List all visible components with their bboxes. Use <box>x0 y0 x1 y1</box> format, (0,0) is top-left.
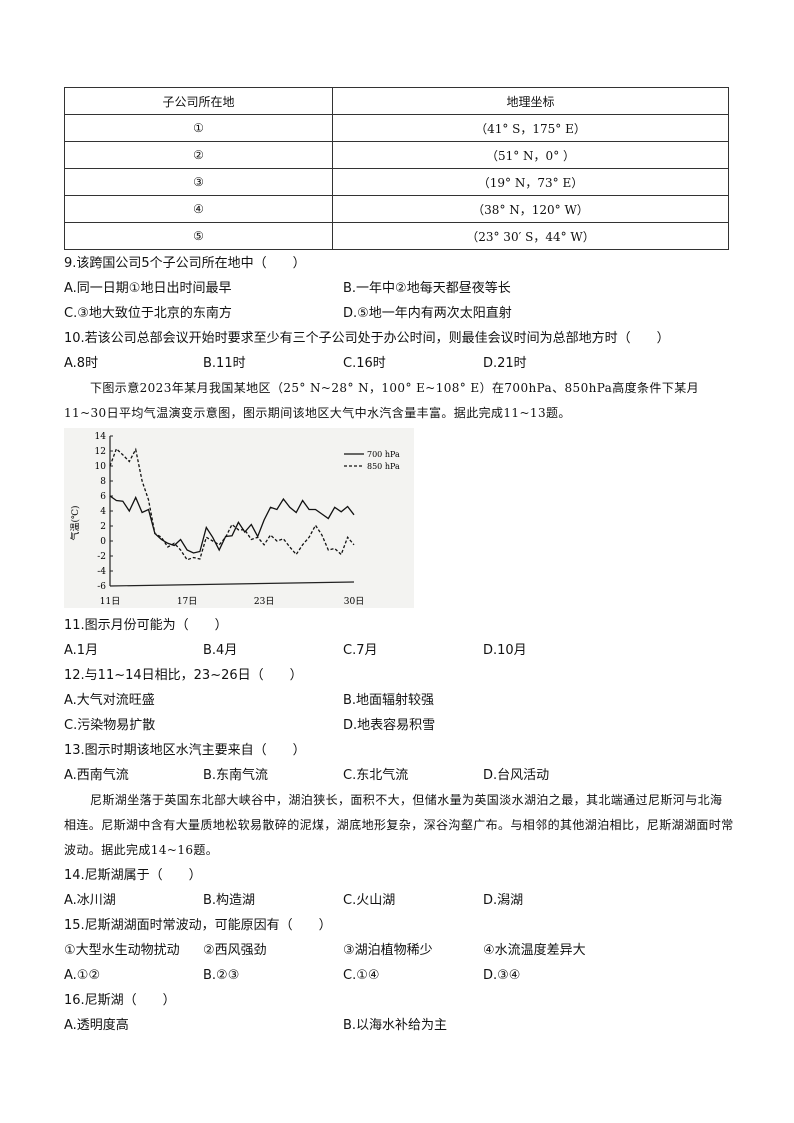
table-row: ① （41° S，175° E） <box>64 114 729 142</box>
table-row: ③ （19° N，73° E） <box>64 168 729 196</box>
q11-option-d: D.10月 <box>483 643 527 658</box>
passage-temperature: 下图示意2023年某月我国某地区（25° N~28° N，100° E~108°… <box>64 381 700 420</box>
cell-coordinates: （41° S，175° E） <box>332 114 729 142</box>
q16-option-b: B.以海水补给为主 <box>343 1018 448 1033</box>
cell-location: ⑤ <box>64 222 333 250</box>
series-line-700-hPa <box>109 495 355 554</box>
q11-option-b: B.4月 <box>203 643 238 658</box>
question-11-stem: 11.图示月份可能为（ ） <box>64 618 228 633</box>
question-13-stem: 13.图示时期该地区水汽主要来自（ ） <box>64 743 306 758</box>
y-tick-label: 10 <box>95 462 107 472</box>
x-tick-label: 17日 <box>177 596 197 607</box>
q12-option-c: C.污染物易扩散 <box>64 718 156 733</box>
q12-option-a: A.大气对流旺盛 <box>64 693 155 708</box>
question-9-stem: 9.该跨国公司5个子公司所在地中（ ） <box>64 256 306 271</box>
x-axis <box>109 581 355 587</box>
temperature-chart: 14 12 10 8 6 4 2 0 -2 -4 -6 11日 17日 23日 30日 气温(℃) 700 hP… <box>64 428 414 608</box>
series-line-850-hPa <box>109 447 355 561</box>
legend-label: 700 hPa <box>367 450 400 459</box>
y-tick-label: -4 <box>97 567 106 577</box>
cell-coordinates: （38° N，120° W） <box>332 195 729 223</box>
q15-item-1: ①大型水生动物扰动 <box>64 943 180 958</box>
y-tick-label: 0 <box>100 537 106 547</box>
q15-item-2: ②西风强劲 <box>203 943 267 958</box>
y-tick-label: -6 <box>97 582 106 592</box>
question-14-stem: 14.尼斯湖属于（ ） <box>64 868 202 883</box>
question-15-stem: 15.尼斯湖湖面时常波动，可能原因有（ ） <box>64 918 332 933</box>
question-16-stem: 16.尼斯湖（ ） <box>64 993 176 1008</box>
q15-option-a: A.①② <box>64 968 101 983</box>
q14-option-c: C.火山湖 <box>343 893 396 908</box>
cell-location: ③ <box>64 168 333 196</box>
coordinates-table: 子公司所在地 地理坐标 ① （41° S，175° E） ② （51° N，0° ）… <box>64 87 729 250</box>
q15-option-b: B.②③ <box>203 968 240 983</box>
cell-coordinates: （51° N，0° ） <box>332 141 729 169</box>
y-tick-label: 6 <box>100 492 106 502</box>
q9-option-a: A.同一日期①地日出时间最早 <box>64 281 232 296</box>
q15-option-d: D.③④ <box>483 968 521 983</box>
q14-option-a: A.冰川湖 <box>64 893 116 908</box>
cell-coordinates: （19° N，73° E） <box>332 168 729 196</box>
cell-location: ② <box>64 141 333 169</box>
q15-item-4: ④水流温度差异大 <box>483 943 586 958</box>
q11-option-a: A.1月 <box>64 643 99 658</box>
q9-option-d: D.⑤地一年内有两次太阳直射 <box>343 306 512 321</box>
q14-option-b: B.构造湖 <box>203 893 256 908</box>
x-tick-label: 30日 <box>344 596 364 607</box>
y-tick-label: 8 <box>100 477 106 487</box>
header-location: 子公司所在地 <box>64 87 333 115</box>
q16-option-a: A.透明度高 <box>64 1018 129 1033</box>
y-tick-label: 12 <box>95 447 106 457</box>
passage-loch-ness: 尼斯湖坐落于英国东北部大峡谷中，湖泊狭长，面积不大，但储水量为英国淡水湖泊之最，… <box>64 793 734 857</box>
q10-option-c: C.16时 <box>343 356 386 371</box>
q10-option-a: A.8时 <box>64 356 99 371</box>
q13-option-b: B.东南气流 <box>203 768 269 783</box>
q10-option-b: B.11时 <box>203 356 246 371</box>
q14-option-d: D.潟湖 <box>483 893 524 908</box>
q10-option-d: D.21时 <box>483 356 527 371</box>
y-tick-label: 2 <box>100 522 106 532</box>
legend-label: 850 hPa <box>367 462 400 471</box>
question-10-stem: 10.若该公司总部会议开始时要求至少有三个子公司处于办公时间，则最佳会议时间为总… <box>64 331 670 346</box>
y-tick-label: 14 <box>95 432 107 442</box>
cell-coordinates: （23° 30′ S，44° W） <box>332 222 729 250</box>
y-tick-label: -2 <box>97 552 106 562</box>
x-tick-label: 11日 <box>100 596 120 607</box>
q12-option-b: B.地面辐射较强 <box>343 693 435 708</box>
temperature-chart-svg: 14 12 10 8 6 4 2 0 -2 -4 -6 11日 17日 23日 30日 气温(℃) 700 hP… <box>69 432 400 607</box>
cell-location: ④ <box>64 195 333 223</box>
table-header-row: 子公司所在地 地理坐标 <box>64 87 729 115</box>
q12-option-d: D.地表容易积雪 <box>343 718 436 733</box>
q13-option-a: A.西南气流 <box>64 768 129 783</box>
q13-option-d: D.台风活动 <box>483 768 550 783</box>
q15-option-c: C.①④ <box>343 968 380 983</box>
table-row: ⑤ （23° 30′ S，44° W） <box>64 222 729 250</box>
header-coordinates: 地理坐标 <box>332 87 729 115</box>
y-axis-label: 气温(℃) <box>69 505 81 540</box>
q11-option-c: C.7月 <box>343 643 378 658</box>
x-tick-label: 23日 <box>254 596 274 607</box>
table-row: ② （51° N，0° ） <box>64 141 729 169</box>
cell-location: ① <box>64 114 333 142</box>
q13-option-c: C.东北气流 <box>343 768 409 783</box>
q15-item-3: ③湖泊植物稀少 <box>343 943 433 958</box>
y-tick-label: 4 <box>100 507 106 517</box>
q9-option-b: B.一年中②地每天都昼夜等长 <box>343 281 511 296</box>
q9-option-c: C.③地大致位于北京的东南方 <box>64 306 232 321</box>
question-12-stem: 12.与11~14日相比，23~26日（ ） <box>64 668 303 683</box>
table-row: ④ （38° N，120° W） <box>64 195 729 223</box>
